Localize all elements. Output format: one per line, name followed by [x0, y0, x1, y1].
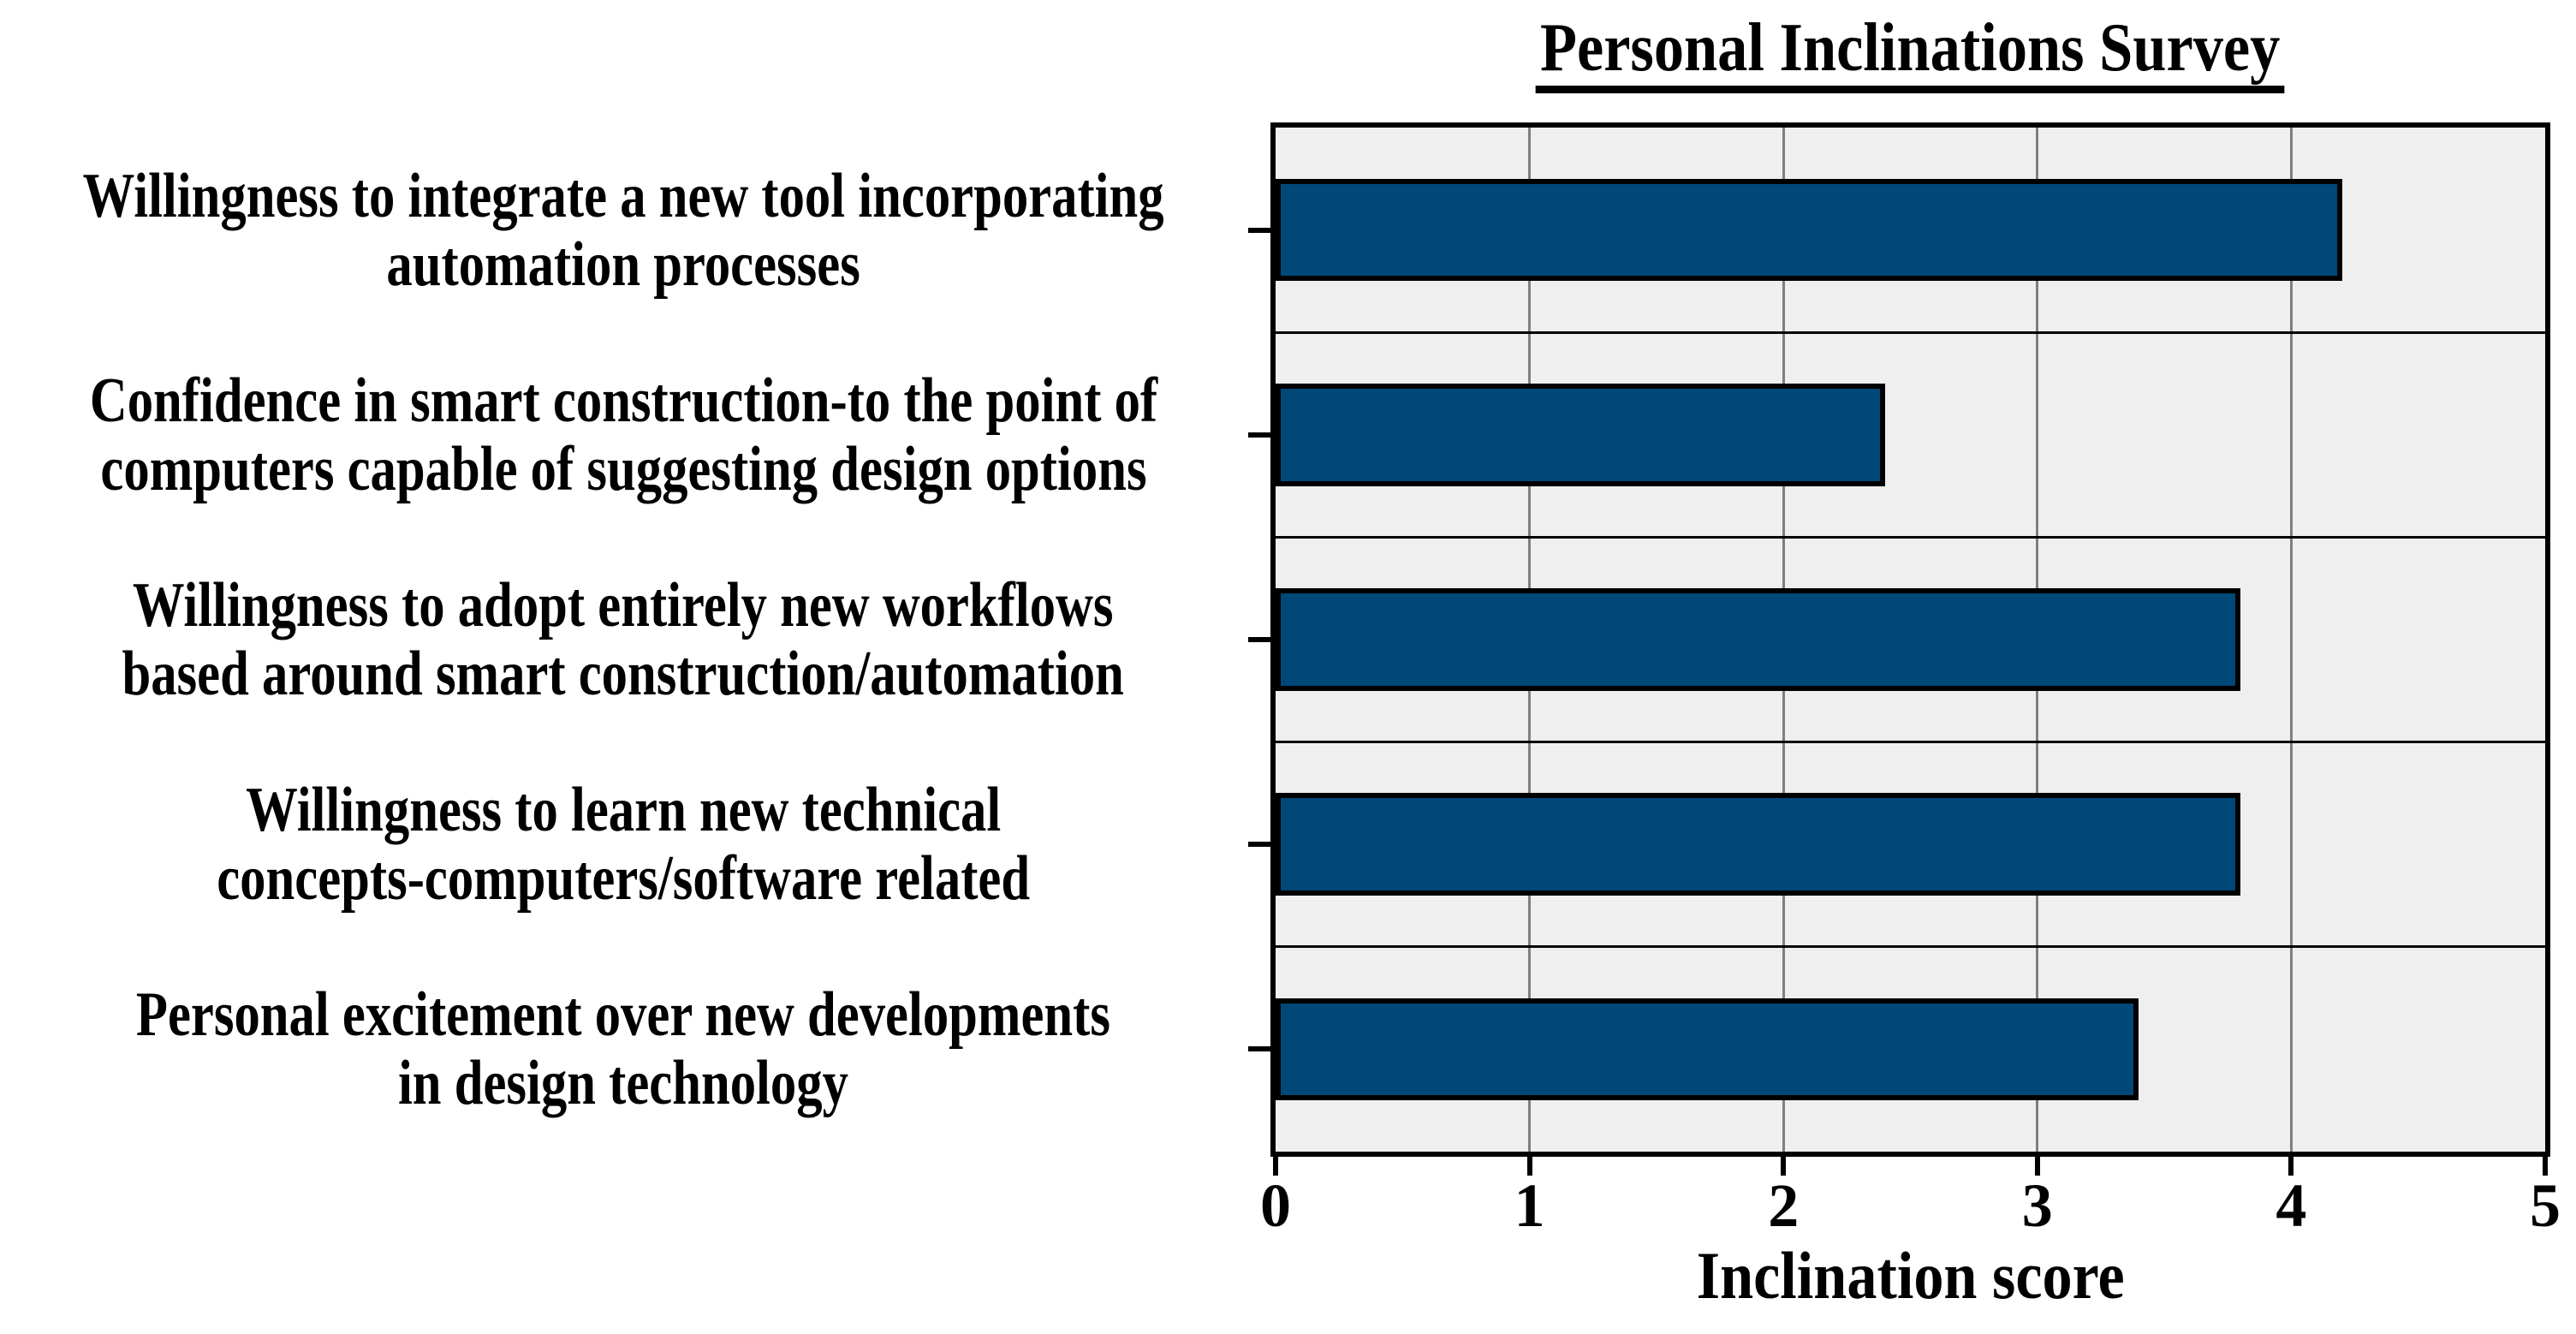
category-label-text-2: Willingness to adopt entirely new workfl…: [122, 571, 1124, 708]
category-label-1: Confidence in smart construction-to the …: [0, 332, 1246, 537]
plot-area: [1270, 122, 2550, 1157]
category-label-2-line-0: Willingness to adopt entirely new workfl…: [133, 569, 1114, 640]
y-tick-0: [1248, 227, 1270, 233]
category-label-text-3: Willingness to learn new technical concep…: [217, 776, 1030, 913]
x-tick-label-5: 5: [2530, 1171, 2561, 1240]
y-tick-2: [1248, 637, 1270, 642]
x-tick-label-2: 2: [1768, 1171, 1800, 1240]
x-tick-1: [1526, 1157, 1532, 1176]
x-axis-label: Inclination score: [1696, 1238, 2125, 1313]
category-label-2-line-1: based around smart construction/automati…: [122, 638, 1125, 709]
bar-0: [1276, 178, 2342, 282]
row-separator-2: [1276, 535, 2545, 539]
bar-2: [1276, 588, 2241, 691]
category-label-4-line-0: Personal excitement over new development…: [135, 980, 1111, 1051]
category-label-0: Willingness to integrate a new tool inco…: [0, 128, 1246, 332]
bar-1: [1276, 384, 1885, 486]
bar-3: [1276, 793, 2241, 896]
y-tick-1: [1248, 432, 1270, 438]
bar-4: [1276, 998, 2139, 1101]
x-tick-5: [2543, 1157, 2548, 1176]
y-tick-3: [1248, 842, 1270, 848]
category-label-2: Willingness to adopt entirely new workfl…: [0, 537, 1246, 741]
x-tick-4: [2288, 1157, 2294, 1176]
category-label-1-line-1: computers capable of suggesting design o…: [99, 433, 1147, 504]
category-label-text-0: Willingness to integrate a new tool inco…: [83, 162, 1164, 299]
x-tick-label-4: 4: [2276, 1171, 2307, 1240]
x-axis-label-wrap: Inclination score: [1270, 1240, 2550, 1312]
chart-title: Personal Inclinations Survey: [1536, 12, 2285, 93]
category-label-3: Willingness to learn new technical concep…: [0, 742, 1246, 947]
gridline-x-4: [2289, 128, 2293, 1152]
x-tick-label-0: 0: [1260, 1171, 1291, 1240]
row-separator-3: [1276, 741, 2545, 744]
category-label-0-line-1: automation processes: [386, 229, 860, 300]
x-tick-0: [1273, 1157, 1278, 1176]
x-tick-label-3: 3: [2021, 1171, 2053, 1240]
category-label-text-1: Confidence in smart construction-to the …: [89, 366, 1157, 503]
x-tick-2: [1781, 1157, 1787, 1176]
category-label-4-line-1: in design technology: [398, 1048, 848, 1119]
x-tick-3: [2034, 1157, 2040, 1176]
y-tick-4: [1248, 1046, 1270, 1052]
row-separator-1: [1276, 331, 2545, 334]
x-tick-label-1: 1: [1514, 1171, 1545, 1240]
row-separator-4: [1276, 945, 2545, 949]
category-label-0-line-0: Willingness to integrate a new tool inco…: [82, 160, 1164, 231]
category-label-3-line-0: Willingness to learn new technical: [245, 775, 1002, 846]
category-label-4: Personal excitement over new development…: [0, 947, 1246, 1152]
category-label-3-line-1: concepts-computers/software related: [217, 843, 1030, 914]
category-label-text-4: Personal excitement over new development…: [136, 980, 1110, 1117]
category-label-1-line-0: Confidence in smart construction-to the …: [89, 365, 1157, 436]
chart-title-wrap: Personal Inclinations Survey: [1270, 12, 2550, 93]
